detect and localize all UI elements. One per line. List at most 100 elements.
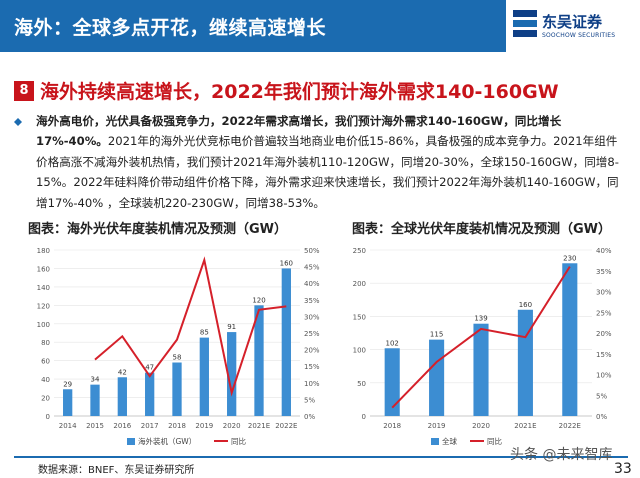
bar <box>145 372 155 416</box>
y2-tick-label: 30% <box>304 313 320 321</box>
legend-label-line: 同比 <box>231 436 246 446</box>
bar <box>473 323 489 416</box>
x-tick-label: 2021E <box>248 422 270 430</box>
bar <box>562 263 578 416</box>
y-tick-label: 180 <box>37 247 50 255</box>
watermark: 头条 @未来智库 <box>510 447 613 463</box>
company-logo: 东吴证券 SOOCHOW SECURITIES <box>512 8 636 48</box>
y-tick-label: 50 <box>357 380 366 388</box>
legend-swatch-bar <box>127 438 135 445</box>
x-tick-label: 2017 <box>141 422 159 430</box>
logo-mark-icon <box>513 10 537 37</box>
chart-overseas: 0 20 40 60 80 100 120 140 160 180 0% 5% 10% 15% 20% 25%… <box>37 247 320 446</box>
y-tick-label: 60 <box>41 358 50 366</box>
y-tick-label: 250 <box>353 247 366 255</box>
bar-value-label: 34 <box>91 376 100 384</box>
y2-tick-label: 20% <box>304 347 320 355</box>
bar-value-label: 115 <box>430 331 443 339</box>
body-paragraph: 海外高电价，光伏具备极强竞争力，2022年需求高增长，我们预计海外需求140-1… <box>36 111 628 213</box>
y2-tick-label: 20% <box>596 330 612 338</box>
x-tick-label: 2020 <box>472 422 490 430</box>
y2-tick-label: 0% <box>304 413 315 421</box>
y2-tick-label: 25% <box>304 330 320 338</box>
x-tick-label: 2022E <box>275 422 297 430</box>
body-detail: 2021年的海外光伏竞标电价普遍较当地商业电价低15-86%，具备极强的成本竞争… <box>36 134 619 210</box>
bar <box>199 337 209 416</box>
bar-value-label: 42 <box>118 368 127 376</box>
legend-label-line: 同比 <box>487 436 502 446</box>
legend-label-bar: 全球 <box>442 436 457 446</box>
x-tick-label: 2020 <box>223 422 241 430</box>
legend-swatch-bar <box>431 438 439 445</box>
y2-tick-label: 40% <box>304 280 320 288</box>
y2-tick-label: 5% <box>596 392 607 400</box>
bar-value-label: 120 <box>252 296 265 304</box>
x-tick-label: 2016 <box>113 422 131 430</box>
y-tick-label: 100 <box>37 321 50 329</box>
y-tick-label: 80 <box>41 339 50 347</box>
chart-overseas-title: 图表：海外光伏年度装机情况及预测（GW） <box>28 222 288 237</box>
x-tick-label: 2018 <box>168 422 186 430</box>
y-tick-label: 40 <box>41 376 50 384</box>
bar <box>172 362 182 416</box>
y2-tick-label: 30% <box>596 289 612 297</box>
chart-global-title: 图表：全球光伏年度装机情况及预测（GW） <box>352 222 612 237</box>
y-tick-label: 0 <box>46 413 50 421</box>
bar <box>227 332 237 416</box>
footer-divider <box>14 456 628 458</box>
x-tick-label: 2022E <box>559 422 581 430</box>
bar <box>281 268 291 416</box>
logo-name: 东吴证券 <box>542 13 603 31</box>
line-series-yoy <box>94 256 287 397</box>
bar-value-label: 139 <box>474 315 487 323</box>
y2-tick-label: 10% <box>596 372 612 380</box>
y2-tick-label: 15% <box>596 351 612 359</box>
bar <box>429 339 445 416</box>
y2-tick-label: 45% <box>304 264 320 272</box>
chart-global: 0 50 100 150 200 250 0% 5% 10% 15% 20% 25% 30% 35% 40%… <box>353 247 612 446</box>
bar-value-label: 230 <box>563 254 576 262</box>
y-tick-label: 140 <box>37 284 50 292</box>
y-tick-label: 0 <box>362 413 366 421</box>
bar <box>254 305 264 416</box>
bar <box>517 309 533 416</box>
bar-value-label: 91 <box>227 323 236 331</box>
bar-value-label: 47 <box>145 364 154 372</box>
y2-tick-label: 35% <box>596 268 612 276</box>
y2-tick-label: 5% <box>304 396 315 404</box>
bar-value-label: 102 <box>386 339 399 347</box>
y2-tick-label: 25% <box>596 309 612 317</box>
y2-tick-label: 0% <box>596 413 607 421</box>
y2-tick-label: 35% <box>304 297 320 305</box>
x-tick-label: 2018 <box>383 422 401 430</box>
page-title: 海外：全球多点开花，继续高速增长 <box>14 17 327 39</box>
line-series-yoy <box>391 266 571 409</box>
x-tick-label: 2019 <box>428 422 446 430</box>
bar-value-label: 160 <box>519 301 532 309</box>
x-tick-label: 2021E <box>514 422 536 430</box>
y2-tick-label: 10% <box>304 380 320 388</box>
y2-tick-label: 15% <box>304 363 320 371</box>
bar-value-label: 160 <box>280 259 293 267</box>
bar-value-label: 85 <box>200 329 209 337</box>
bar <box>63 389 73 416</box>
bar <box>117 377 127 416</box>
page-number: 33 <box>614 461 632 477</box>
y-tick-label: 200 <box>353 280 366 288</box>
title-bar: 海外：全球多点开花，继续高速增长 <box>0 0 506 52</box>
x-tick-label: 2014 <box>59 422 77 430</box>
section-number-badge: 8 <box>14 81 34 101</box>
y-tick-label: 150 <box>353 313 366 321</box>
x-tick-label: 2019 <box>195 422 213 430</box>
body-highlight: 海外高电价，光伏具备极强竞争力，2022年需求高增长，我们预计海外需求140-1… <box>36 114 562 149</box>
y-tick-label: 160 <box>37 265 50 273</box>
bar <box>384 348 400 416</box>
y-tick-label: 20 <box>41 395 50 403</box>
y-tick-label: 120 <box>37 302 50 310</box>
y2-tick-label: 50% <box>304 247 320 255</box>
data-source: 数据来源：BNEF、东吴证券研究所 <box>38 465 195 476</box>
bullet-diamond-icon <box>14 118 22 126</box>
headline: 海外持续高速增长，2022年我们预计海外需求140-160GW <box>40 81 559 103</box>
y-tick-label: 100 <box>353 347 366 355</box>
bar-value-label: 29 <box>63 380 72 388</box>
